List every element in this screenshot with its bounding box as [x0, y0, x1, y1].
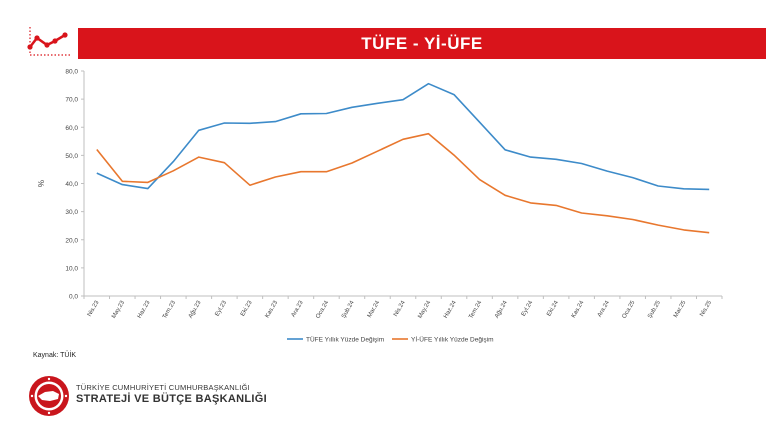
y-tick-label: 50,0: [65, 153, 78, 160]
legend-label: TÜFE Yıllık Yüzde Değişim: [306, 335, 384, 343]
x-tick-label: Tem.24: [468, 299, 483, 320]
x-tick-label: Şub.24: [341, 299, 356, 319]
x-tick-label: Ağu.23: [188, 299, 203, 319]
series-line-tufe: [96, 82, 710, 191]
y-axis-label: %: [37, 180, 46, 187]
x-tick-label: Eyl.23: [215, 299, 229, 317]
organization-line-2: STRATEJİ VE BÜTÇE BAŞKANLIĞI: [76, 393, 267, 405]
government-seal-icon: [29, 376, 69, 416]
x-tick-label: Ağu.24: [494, 299, 509, 319]
x-tick-label: Oca.25: [622, 299, 637, 319]
x-tick-label: Ara.23: [291, 299, 305, 318]
page-title: TÜFE - Yİ-ÜFE: [361, 33, 483, 53]
line-chart: 0,0 10,0 20,0 30,0 40,0 50,0 60,0 70,0 80,0% Nis.…: [37, 69, 723, 343]
x-tick-label: Ara.24: [597, 299, 611, 318]
x-tick-label: Eki.23: [240, 299, 254, 317]
y-tick-label: 60,0: [65, 125, 78, 132]
x-tick-label: Kas.23: [265, 299, 280, 319]
y-tick-label: 40,0: [65, 181, 78, 188]
y-tick-label: 70,0: [65, 97, 78, 104]
title-bar: TÜFE - Yİ-ÜFE: [78, 28, 766, 59]
x-tick-label: May.23: [111, 299, 126, 319]
organization-line-1: TÜRKİYE CUMHURİYETİ CUMHURBAŞKANLIĞI: [76, 383, 250, 392]
y-tick-label: 30,0: [65, 209, 78, 216]
x-tick-label: Tem.23: [162, 299, 177, 320]
legend-label: Yİ-ÜFE Yıllık Yüzde Değişim: [411, 334, 493, 343]
x-tick-label: Eki.24: [546, 299, 560, 317]
y-tick-label: 0,0: [69, 294, 78, 301]
x-tick-label: Haz.24: [443, 299, 458, 319]
x-tick-label: Eyl.24: [521, 299, 535, 317]
x-tick-label: Kas.24: [571, 299, 586, 319]
x-tick-label: Mar.25: [673, 299, 688, 318]
x-tick-label: Oca.24: [315, 299, 330, 319]
x-tick-label: Haz.23: [137, 299, 152, 319]
source-label: Kaynak: TÜİK: [33, 352, 77, 359]
y-tick-label: 20,0: [65, 237, 78, 244]
x-tick-label: Nis.24: [393, 299, 407, 317]
y-tick-label: 80,0: [65, 69, 78, 76]
x-tick-label: May.24: [417, 299, 432, 319]
x-tick-label: Mar.24: [367, 299, 382, 318]
x-tick-label: Şub.25: [647, 299, 662, 319]
x-tick-label: Nis.25: [699, 299, 713, 317]
x-tick-label: Nis.23: [87, 299, 101, 317]
line-chart-logo-icon: [27, 27, 71, 56]
y-tick-label: 10,0: [65, 265, 78, 272]
series-line-yiufe: [96, 132, 710, 234]
